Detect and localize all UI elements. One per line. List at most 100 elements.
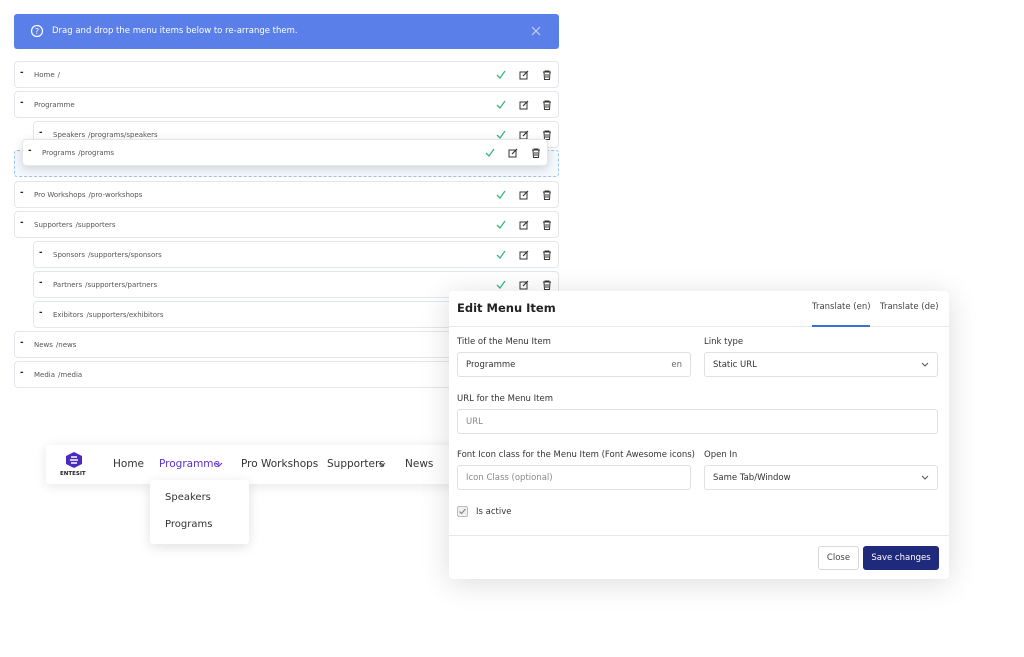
edit-icon[interactable] xyxy=(518,99,530,111)
menu-path: /pro-workshops xyxy=(88,191,143,199)
edit-icon[interactable] xyxy=(518,279,530,291)
delete-icon[interactable] xyxy=(530,147,542,159)
delete-icon[interactable] xyxy=(541,189,553,201)
menu-title[interactable]: Sponsors/supporters/sponsors xyxy=(50,250,162,260)
drag-handle: - xyxy=(20,188,24,198)
menu-path: /supporters/partners xyxy=(85,281,158,289)
menu-row[interactable]: - Supporters/supporters xyxy=(14,211,559,238)
menu-row[interactable]: - Sponsors/supporters/sponsors xyxy=(33,241,559,268)
delete-icon[interactable] xyxy=(541,279,553,291)
close-banner[interactable] xyxy=(531,26,541,36)
menu-label: Partners xyxy=(53,281,83,289)
menu-title[interactable]: Pro Workshops/pro-workshops xyxy=(31,190,142,200)
menu-path: / xyxy=(57,71,61,79)
drag-handle: - xyxy=(20,68,24,78)
menu-path: /supporters/exhibitors xyxy=(86,311,164,319)
edit-icon[interactable] xyxy=(518,189,530,201)
input-value: Programme xyxy=(466,360,516,370)
menu-title[interactable]: News/news xyxy=(31,340,76,350)
menu-title[interactable]: Programs/programs xyxy=(39,148,114,158)
delete-icon[interactable] xyxy=(541,219,553,231)
menu-row[interactable]: - Programme xyxy=(14,91,559,118)
menu-path: /supporters xyxy=(75,221,116,229)
field-label: Font Icon class for the Menu Item (Font … xyxy=(457,450,695,460)
menu-row[interactable]: - Pro Workshops/pro-workshops xyxy=(14,181,559,208)
check-icon[interactable] xyxy=(495,279,507,291)
edit-icon[interactable] xyxy=(518,219,530,231)
check-icon[interactable] xyxy=(495,249,507,261)
nav-link[interactable]: Supporters xyxy=(327,458,385,470)
field-label: URL for the Menu Item xyxy=(457,394,553,404)
caret xyxy=(215,462,223,467)
delete-icon[interactable] xyxy=(541,69,553,81)
text-input[interactable]: URL xyxy=(457,409,938,434)
checkbox-label: Is active xyxy=(476,507,512,517)
save-button[interactable]: Save changes xyxy=(863,546,939,570)
check-icon[interactable] xyxy=(495,189,507,201)
nav-link[interactable]: Pro Workshops xyxy=(241,458,319,470)
nav-link[interactable]: Programme xyxy=(159,458,220,470)
check-icon[interactable] xyxy=(495,129,507,141)
nav-link[interactable]: News xyxy=(405,458,434,470)
check-icon[interactable] xyxy=(495,69,507,81)
menu-path: /media xyxy=(58,371,83,379)
field-label: Open In xyxy=(704,450,738,460)
menu-label: Pro Workshops xyxy=(34,191,86,199)
menu-label: Home xyxy=(34,71,55,79)
menu-path: /programs/speakers xyxy=(88,131,158,139)
menu-label: Programme xyxy=(34,101,75,109)
dropdown-item[interactable]: Programs xyxy=(165,519,213,530)
edit-icon[interactable] xyxy=(507,147,519,159)
edit-icon[interactable] xyxy=(518,69,530,81)
menu-title[interactable]: Media/media xyxy=(31,370,82,380)
menu-path: /programs xyxy=(78,149,115,157)
text-input[interactable]: Icon Class (optional) xyxy=(457,465,691,490)
banner-text: Drag and drop the menu items below to re… xyxy=(52,26,298,36)
menu-row[interactable]: - Home / xyxy=(14,61,559,88)
menu-title[interactable]: Speakers/programs/speakers xyxy=(50,130,158,140)
checkbox[interactable] xyxy=(457,506,468,517)
menu-label: News xyxy=(34,341,53,349)
delete-icon[interactable] xyxy=(541,249,553,261)
menu-title[interactable]: Home / xyxy=(31,70,60,80)
drag-handle: - xyxy=(28,146,32,156)
footer-divider xyxy=(449,535,949,536)
drag-handle: - xyxy=(39,278,43,288)
check-mark xyxy=(459,508,466,515)
drag-handle: - xyxy=(20,218,24,228)
input-value: Same Tab/Window xyxy=(713,473,791,483)
drag-handle: - xyxy=(20,338,24,348)
select[interactable]: Static URL xyxy=(704,352,938,377)
menu-title[interactable]: Partners/supporters/partners xyxy=(50,280,157,290)
info-icon: ? xyxy=(30,24,44,38)
menu-title[interactable]: Programme xyxy=(31,100,75,110)
dropdown-item[interactable]: Speakers xyxy=(165,492,211,503)
drag-handle: - xyxy=(20,98,24,108)
modal-title: Edit Menu Item xyxy=(457,301,556,315)
menu-title[interactable]: Exibitors/supporters/exhibitors xyxy=(50,310,164,320)
menu-row[interactable]: - Programs/programs xyxy=(22,139,548,166)
field-label: Title of the Menu Item xyxy=(457,337,551,347)
check-icon[interactable] xyxy=(484,147,496,159)
nav-link[interactable]: Home xyxy=(113,458,145,470)
close-button[interactable]: Close xyxy=(818,546,859,570)
header-divider xyxy=(449,326,949,327)
drag-handle: - xyxy=(39,308,43,318)
select-caret xyxy=(921,362,929,367)
check-icon[interactable] xyxy=(495,219,507,231)
navbar: ENTESIT Home Programme Pro Workshops Support… xyxy=(46,445,458,484)
delete-icon[interactable] xyxy=(541,99,553,111)
text-input[interactable]: Programme en xyxy=(457,352,691,377)
tab[interactable]: Translate (en) xyxy=(812,302,871,312)
input-value: Static URL xyxy=(713,360,757,370)
menu-label: Programs xyxy=(42,149,76,157)
menu-title[interactable]: Supporters/supporters xyxy=(31,220,116,230)
menu-label: Supporters xyxy=(34,221,73,229)
edit-icon[interactable] xyxy=(518,249,530,261)
modal: Edit Menu Item Translate (en) Translate (d… xyxy=(449,291,949,579)
select[interactable]: Same Tab/Window xyxy=(704,465,938,490)
drag-handle: - xyxy=(20,368,24,378)
check-icon[interactable] xyxy=(495,99,507,111)
tab[interactable]: Translate (de) xyxy=(880,302,939,312)
